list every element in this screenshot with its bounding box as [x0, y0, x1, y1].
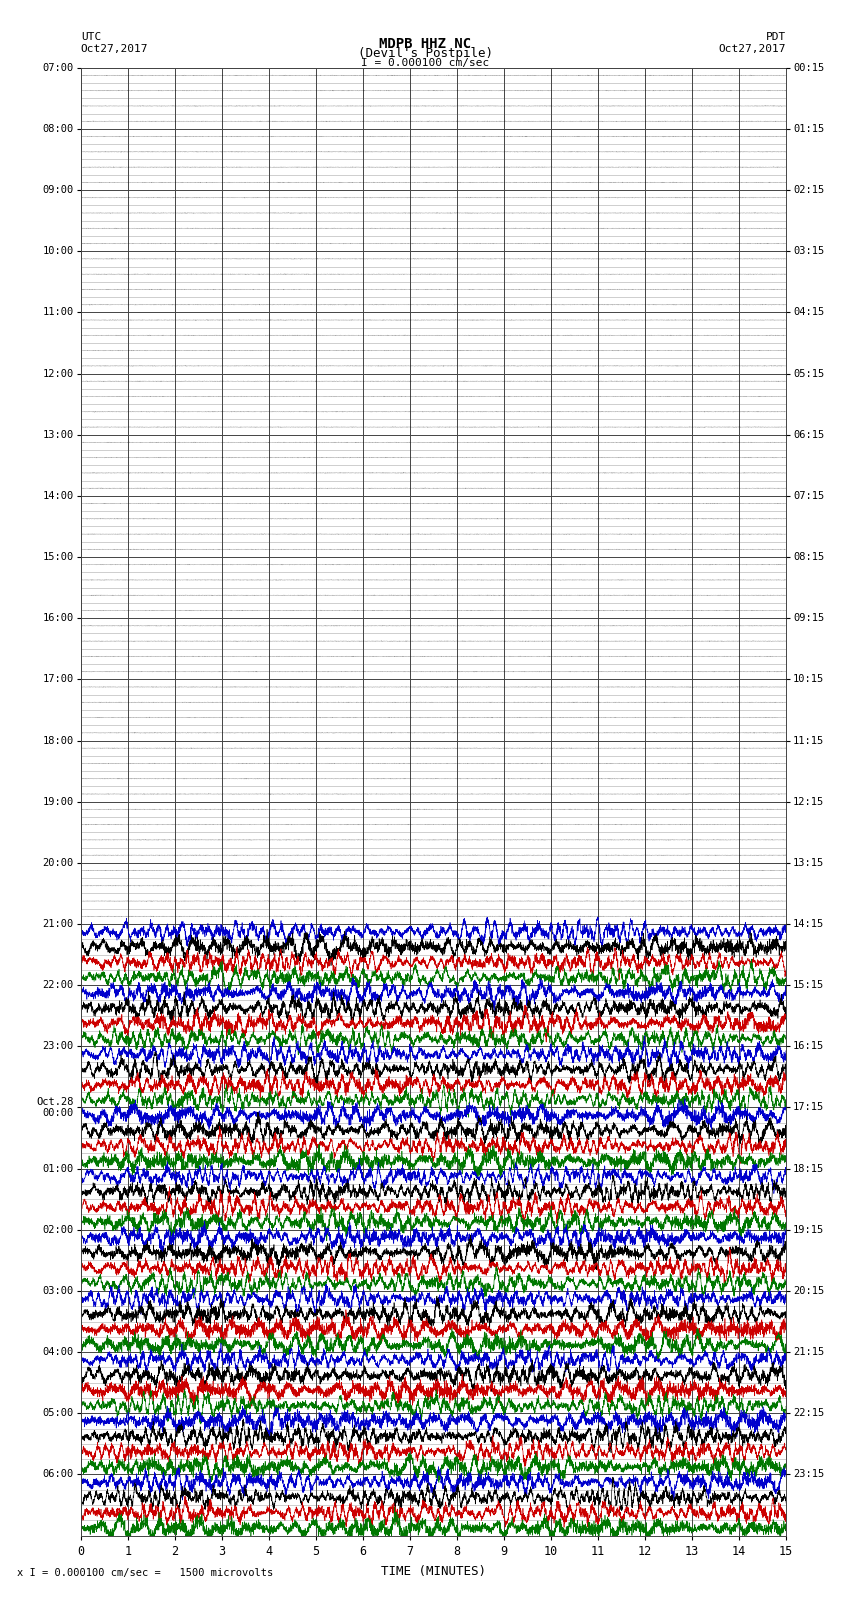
X-axis label: TIME (MINUTES): TIME (MINUTES) — [381, 1565, 486, 1578]
Text: Oct27,2017: Oct27,2017 — [81, 44, 148, 53]
Text: (Devil's Postpile): (Devil's Postpile) — [358, 47, 492, 60]
Text: x I = 0.000100 cm/sec =   1500 microvolts: x I = 0.000100 cm/sec = 1500 microvolts — [17, 1568, 273, 1578]
Text: Oct27,2017: Oct27,2017 — [719, 44, 786, 53]
Text: MDPB HHZ NC: MDPB HHZ NC — [379, 37, 471, 52]
Text: I = 0.000100 cm/sec: I = 0.000100 cm/sec — [361, 58, 489, 68]
Text: PDT: PDT — [766, 32, 786, 42]
Text: UTC: UTC — [81, 32, 101, 42]
